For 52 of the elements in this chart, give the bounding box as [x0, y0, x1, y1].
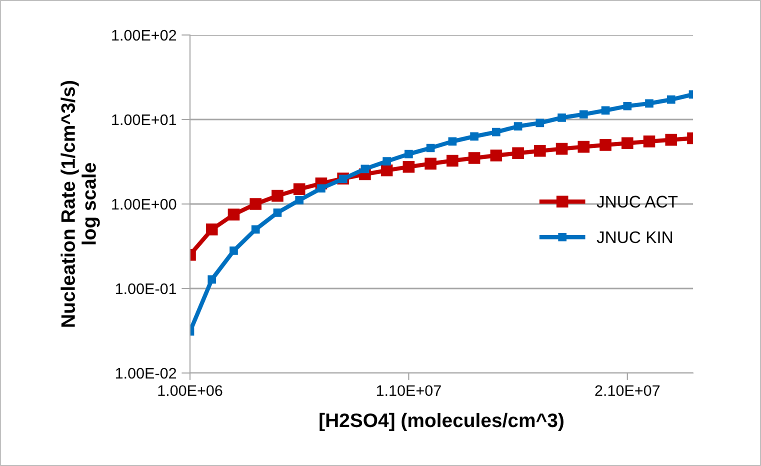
point	[579, 110, 588, 119]
point	[601, 106, 610, 115]
point	[600, 139, 612, 151]
point	[623, 102, 632, 110]
point	[470, 132, 478, 141]
point	[424, 158, 436, 170]
point	[534, 145, 546, 157]
point	[536, 118, 544, 128]
point	[360, 164, 370, 174]
point	[228, 208, 240, 220]
point	[317, 184, 326, 193]
point	[293, 183, 306, 196]
point	[208, 275, 216, 284]
y-tick-label: 1.00E-02	[116, 368, 176, 379]
point	[273, 208, 282, 217]
point	[556, 142, 568, 155]
point	[490, 150, 502, 162]
point	[251, 225, 260, 234]
point	[665, 134, 678, 146]
point	[250, 198, 262, 210]
point	[426, 144, 435, 152]
point	[230, 246, 238, 255]
point	[558, 114, 566, 122]
point	[514, 122, 522, 131]
point	[645, 99, 654, 108]
x-axis-title: [H2SO4] (molecules/cm^3)	[320, 412, 564, 432]
y-tick-label: 1.00E+00	[112, 198, 176, 210]
y-axis-title: Nucleation Rate (1/cm^3/s) log scale	[60, 80, 100, 327]
point	[468, 152, 480, 164]
point	[295, 196, 304, 204]
point	[578, 140, 590, 153]
legend-label: JNUC ACT	[596, 196, 678, 208]
legend-label: JNUC KIN	[596, 231, 672, 244]
point	[382, 157, 391, 166]
point	[643, 136, 656, 148]
point	[448, 137, 457, 146]
x-tick-label: 2.10E+07	[595, 385, 660, 396]
point	[402, 160, 415, 173]
point	[272, 190, 284, 202]
y-tick-label: 1.00E-01	[116, 283, 176, 294]
point	[512, 147, 524, 160]
point	[206, 224, 218, 236]
point	[446, 154, 458, 167]
y-tick-label: 1.00E+02	[112, 30, 176, 41]
point	[666, 95, 676, 104]
x-tick-label: 1.10E+07	[376, 385, 441, 396]
point	[404, 150, 413, 158]
point	[492, 128, 500, 136]
point	[621, 137, 634, 150]
point	[380, 164, 393, 176]
y-tick-label: 1.00E+01	[112, 114, 176, 126]
x-tick-label: 1.00E+06	[158, 385, 222, 396]
